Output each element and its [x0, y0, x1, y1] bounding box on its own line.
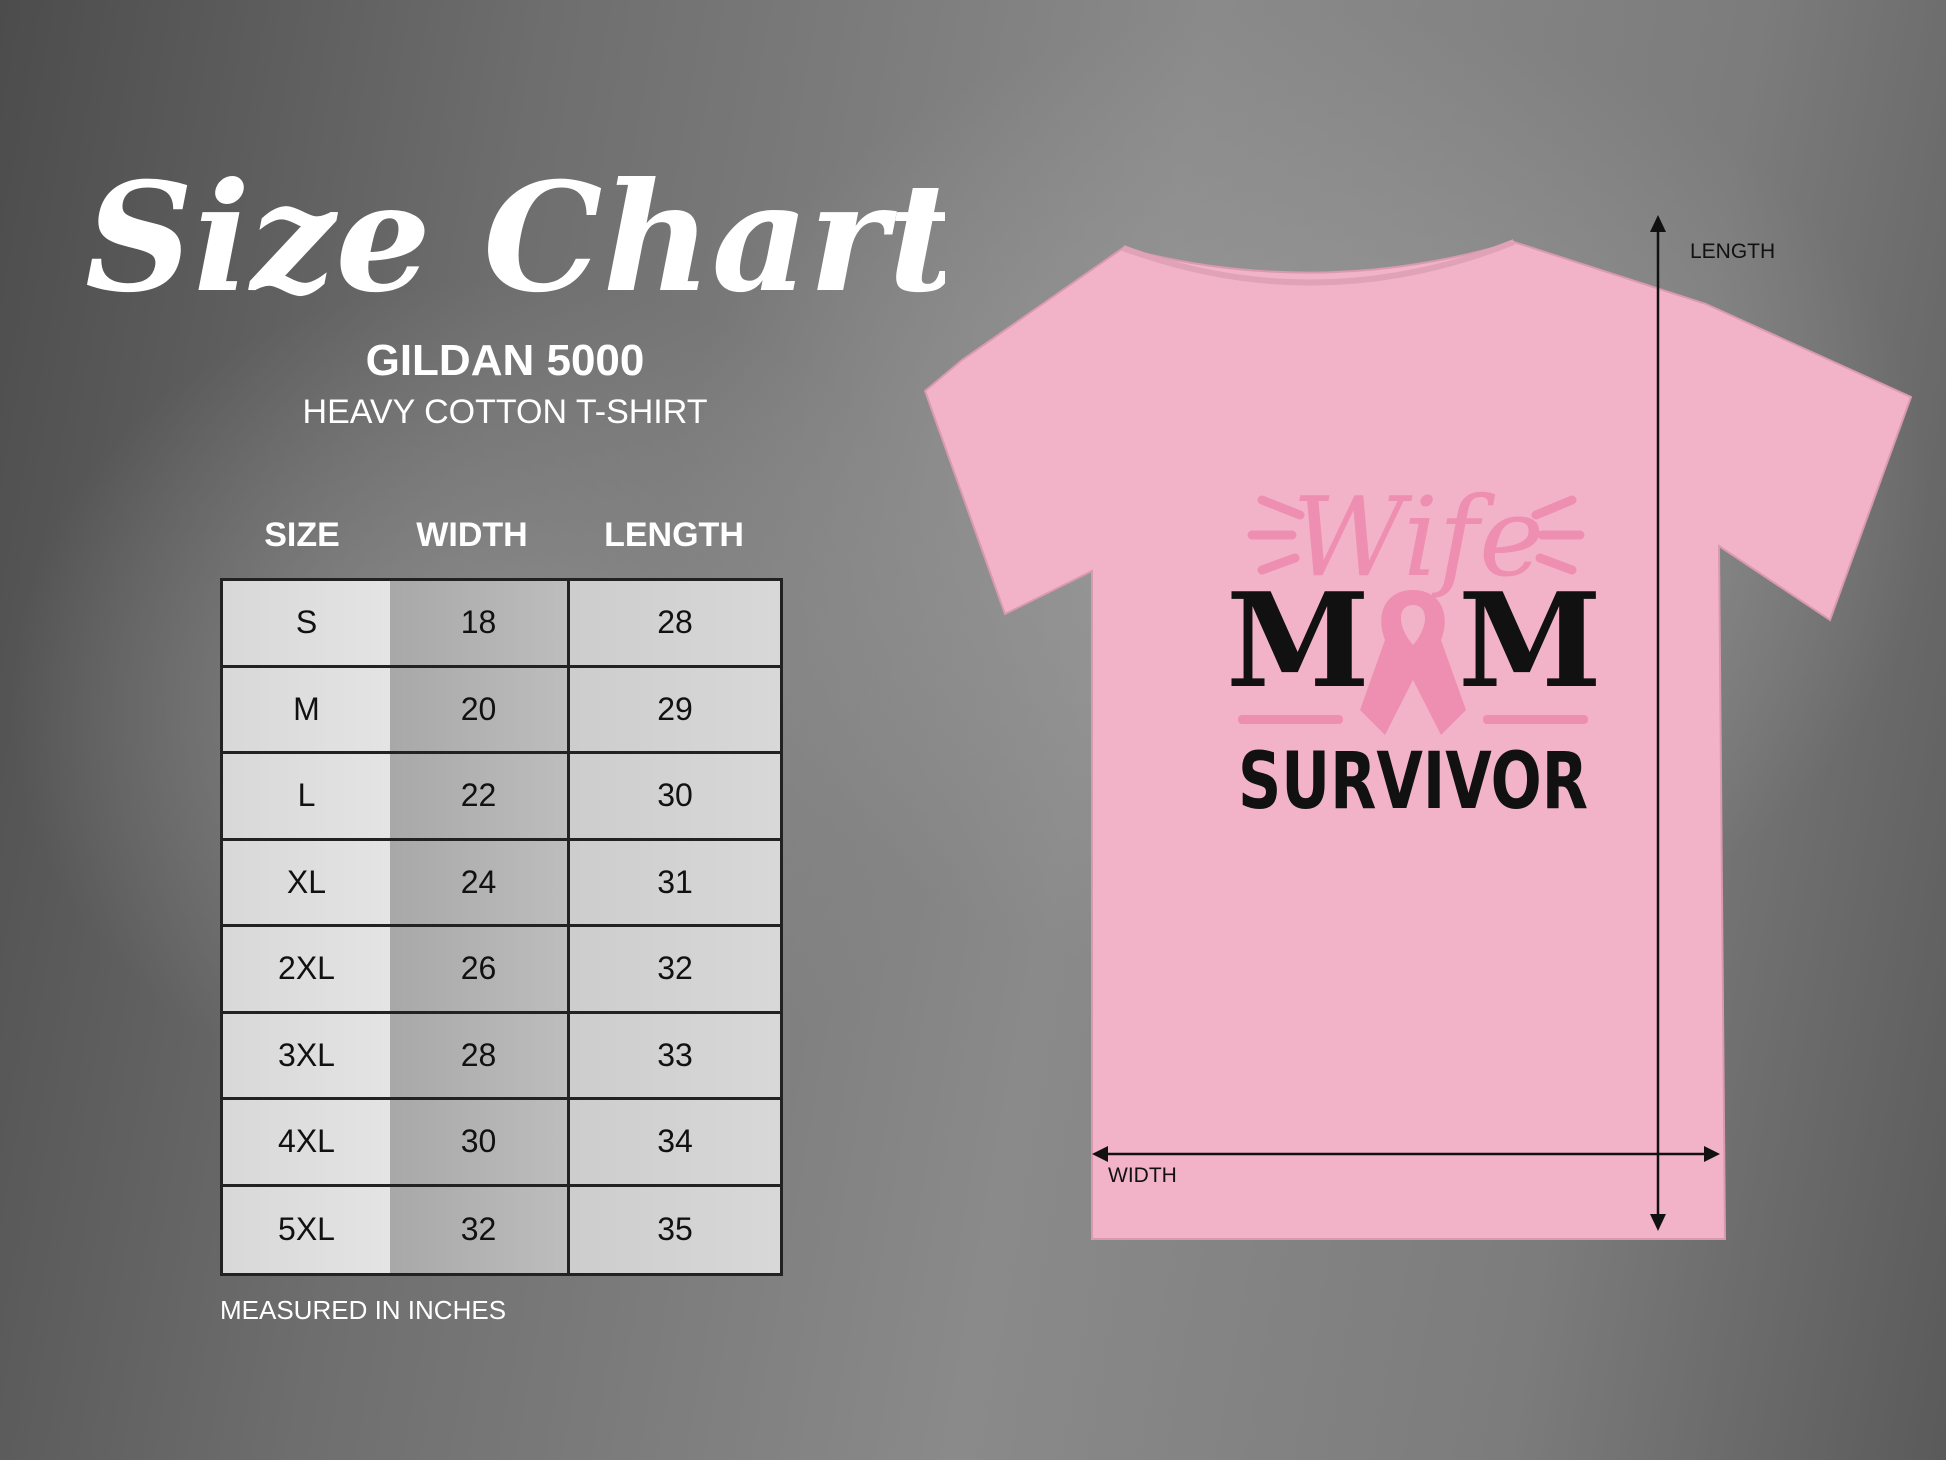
- cell-size: 4XL: [223, 1100, 390, 1187]
- wife-mom-survivor-design: Wife M M SURVIVOR: [1226, 473, 1602, 827]
- header-size: SIZE: [264, 516, 340, 554]
- cell-size: 3XL: [223, 1013, 390, 1100]
- cell-length: 30: [570, 754, 780, 841]
- cell-size: 5XL: [223, 1186, 390, 1273]
- measurement-note: MEASURED IN INCHES: [220, 1295, 507, 1325]
- cell-width: 28: [390, 1013, 570, 1100]
- design-rule-right: [1483, 715, 1588, 724]
- cell-size: L: [223, 754, 390, 841]
- cell-length: 32: [570, 927, 780, 1014]
- cell-width: 20: [390, 667, 570, 754]
- cell-length: 31: [570, 840, 780, 927]
- cell-size: S: [223, 581, 390, 668]
- cell-size: 2XL: [223, 927, 390, 1014]
- length-arrow: [1650, 215, 1666, 1231]
- cell-size: XL: [223, 840, 390, 927]
- cell-width: 26: [390, 927, 570, 1014]
- size-chart-title: Size Chart: [85, 150, 945, 326]
- header-width: WIDTH: [416, 516, 528, 554]
- tshirt-body: [923, 240, 1913, 1240]
- length-label: LENGTH: [1690, 240, 1775, 263]
- design-m-left: M: [1226, 564, 1370, 717]
- collar: [1121, 239, 1516, 286]
- design-survivor: SURVIVOR: [1238, 737, 1588, 827]
- cell-size: M: [223, 667, 390, 754]
- cell-length: 28: [570, 581, 780, 668]
- cell-length: 33: [570, 1013, 780, 1100]
- title-text: Size Chart: [85, 150, 945, 326]
- cell-width: 22: [390, 754, 570, 841]
- cell-length: 34: [570, 1100, 780, 1187]
- product-name: HEAVY COTTON T-SHIRT: [302, 393, 708, 431]
- size-table: S 18 28 M 20 29 L 22 30 XL 24 31 2XL 26 32 3XL 28 33 4XL 30…: [220, 578, 783, 1276]
- design-m-right: M: [1458, 564, 1602, 717]
- pink-ribbon-icon: [1360, 590, 1466, 735]
- product-brand: GILDAN 5000: [365, 336, 645, 385]
- design-wife: Wife: [1292, 473, 1544, 601]
- design-rule-left: [1238, 715, 1343, 724]
- cell-width: 32: [390, 1186, 570, 1273]
- width-arrow: [1092, 1146, 1720, 1162]
- cell-length: 35: [570, 1186, 780, 1273]
- width-label: WIDTH: [1108, 1164, 1177, 1187]
- cell-width: 18: [390, 581, 570, 668]
- cell-width: 30: [390, 1100, 570, 1187]
- header-length: LENGTH: [604, 516, 744, 554]
- cell-length: 29: [570, 667, 780, 754]
- cell-width: 24: [390, 840, 570, 927]
- sparkle-lines-icon: [1247, 495, 1585, 575]
